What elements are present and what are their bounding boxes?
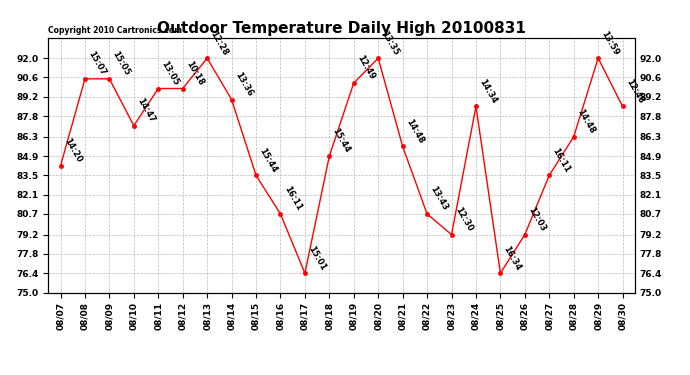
Text: 15:01: 15:01 [306, 244, 328, 272]
Text: 13:36: 13:36 [233, 70, 254, 98]
Text: 15:44: 15:44 [331, 127, 352, 154]
Text: 15:05: 15:05 [111, 50, 132, 78]
Title: Outdoor Temperature Daily High 20100831: Outdoor Temperature Daily High 20100831 [157, 21, 526, 36]
Text: 12:48: 12:48 [624, 77, 645, 105]
Text: 13:59: 13:59 [600, 29, 620, 57]
Text: 13:05: 13:05 [159, 60, 181, 87]
Text: 13:35: 13:35 [380, 29, 401, 57]
Text: 14:48: 14:48 [404, 117, 425, 145]
Text: 10:18: 10:18 [184, 60, 205, 87]
Text: 14:48: 14:48 [575, 108, 596, 135]
Text: Copyright 2010 Cartronics.com: Copyright 2010 Cartronics.com [48, 26, 182, 35]
Text: 14:34: 14:34 [477, 77, 498, 105]
Text: 15:07: 15:07 [86, 50, 108, 78]
Text: 14:47: 14:47 [135, 97, 157, 124]
Text: 12:49: 12:49 [355, 54, 376, 82]
Text: 16:11: 16:11 [551, 146, 572, 174]
Text: 12:30: 12:30 [453, 206, 474, 233]
Text: 16:11: 16:11 [282, 185, 303, 213]
Text: 15:44: 15:44 [257, 146, 279, 174]
Text: 12:03: 12:03 [526, 206, 547, 233]
Text: 16:34: 16:34 [502, 244, 523, 272]
Text: 13:43: 13:43 [428, 185, 450, 213]
Text: 12:28: 12:28 [208, 29, 230, 57]
Text: 14:20: 14:20 [62, 136, 83, 164]
